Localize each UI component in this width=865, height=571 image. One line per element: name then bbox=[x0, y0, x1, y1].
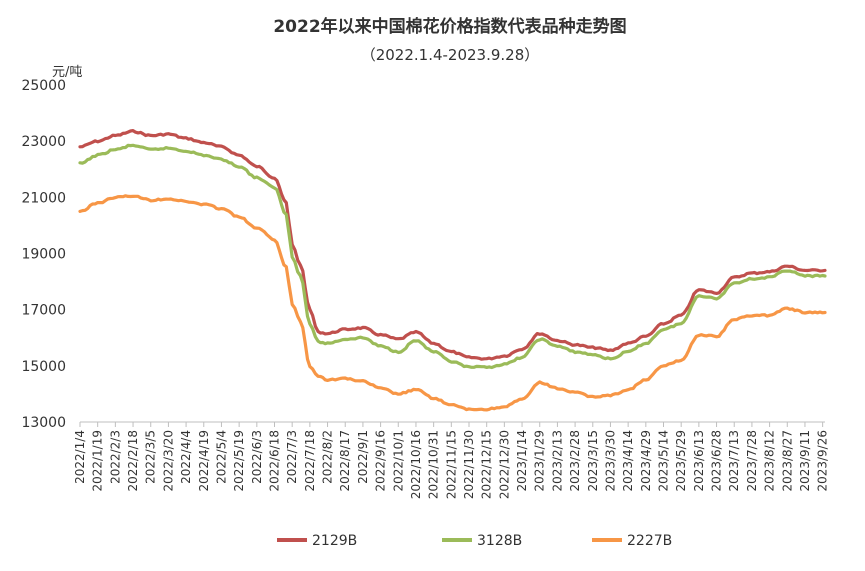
x-axis: 2022/1/4 2022/1/19 2022/2/3 2022/2/18 2022/3… bbox=[73, 421, 830, 499]
chart-title: 2022年以来中国棉花价格指数代表品种走势图 bbox=[273, 16, 626, 37]
x-tick-label: 2022/10/16 bbox=[409, 430, 423, 499]
legend: 2129B 3128B 2227B bbox=[277, 533, 672, 549]
x-tick-label: 2022/2/3 bbox=[108, 430, 122, 484]
x-tick-label: 2023/5/29 bbox=[674, 430, 688, 492]
x-tick-label: 2022/1/19 bbox=[91, 430, 105, 492]
x-tick-label: 2023/6/28 bbox=[710, 430, 724, 492]
x-tick-label: 2023/1/29 bbox=[533, 430, 547, 492]
x-tick-label: 2022/12/30 bbox=[497, 430, 511, 499]
x-tick-label: 2022/9/16 bbox=[374, 430, 388, 492]
y-tick-label: 25000 bbox=[21, 78, 66, 94]
x-tick-label: 2022/2/18 bbox=[126, 430, 140, 492]
x-tick-label: 2022/3/5 bbox=[144, 430, 158, 484]
x-tick-label: 2022/6/3 bbox=[250, 430, 264, 484]
x-tick-label: 2023/3/15 bbox=[586, 430, 600, 492]
x-tick-label: 2022/10/31 bbox=[427, 430, 441, 499]
x-tick-label: 2023/7/13 bbox=[727, 430, 741, 492]
x-tick-label: 2022/12/15 bbox=[480, 430, 494, 499]
x-tick-label: 2023/9/26 bbox=[816, 430, 830, 492]
x-tick-label: 2023/4/29 bbox=[639, 430, 653, 492]
y-tick-label: 21000 bbox=[21, 190, 66, 206]
x-tick-label: 2022/4/4 bbox=[179, 430, 193, 484]
series-line-2227B bbox=[78, 194, 827, 412]
y-tick-label: 23000 bbox=[21, 134, 66, 150]
x-tick-label: 2023/6/13 bbox=[692, 430, 706, 492]
x-tick-label: 2022/8/2 bbox=[321, 430, 335, 484]
x-tick-label: 2023/7/28 bbox=[745, 430, 759, 492]
chart-subtitle: （2022.1.4-2023.9.28） bbox=[361, 46, 540, 64]
y-tick-label: 19000 bbox=[21, 247, 66, 263]
x-tick-label: 2022/7/3 bbox=[285, 430, 299, 484]
legend-label-2129B: 2129B bbox=[312, 533, 357, 549]
y-axis: 13000 15000 17000 19000 21000 23000 25000 bbox=[21, 78, 66, 431]
x-tick-label: 2023/8/27 bbox=[780, 430, 794, 492]
x-tick-label: 2022/3/20 bbox=[161, 430, 175, 492]
x-tick-label: 2023/2/28 bbox=[568, 430, 582, 492]
x-tick-label: 2022/8/17 bbox=[338, 430, 352, 492]
x-tick-label: 2022/11/30 bbox=[462, 430, 476, 499]
legend-label-2227B: 2227B bbox=[627, 533, 672, 549]
x-tick-label: 2022/9/1 bbox=[356, 430, 370, 484]
y-axis-unit-label: 元/吨 bbox=[52, 65, 82, 80]
x-tick-label: 2023/9/11 bbox=[798, 430, 812, 492]
x-tick-label: 2022/6/18 bbox=[268, 430, 282, 492]
x-tick-label: 2022/1/4 bbox=[73, 430, 87, 484]
x-tick-label: 2022/7/18 bbox=[303, 430, 317, 492]
legend-label-3128B: 3128B bbox=[477, 533, 522, 549]
series-line-2129B bbox=[78, 129, 827, 361]
series-line-3128B bbox=[78, 143, 827, 370]
x-tick-label: 2022/5/4 bbox=[214, 430, 228, 484]
x-tick-label: 2022/5/19 bbox=[232, 430, 246, 492]
x-tick-label: 2023/2/13 bbox=[550, 430, 564, 492]
x-tick-label: 2023/8/12 bbox=[763, 430, 777, 492]
x-tick-label: 2023/3/30 bbox=[603, 430, 617, 492]
y-tick-label: 13000 bbox=[21, 415, 66, 431]
x-tick-label: 2022/10/1 bbox=[391, 430, 405, 492]
x-tick-label: 2023/4/14 bbox=[621, 430, 635, 492]
y-tick-label: 15000 bbox=[21, 359, 66, 375]
x-tick-label: 2022/11/15 bbox=[444, 430, 458, 499]
y-tick-label: 17000 bbox=[21, 303, 66, 319]
series-lines bbox=[78, 129, 827, 412]
x-tick-label: 2023/5/14 bbox=[657, 430, 671, 492]
x-tick-label: 2022/4/19 bbox=[197, 430, 211, 492]
x-tick-label: 2023/1/14 bbox=[515, 430, 529, 492]
